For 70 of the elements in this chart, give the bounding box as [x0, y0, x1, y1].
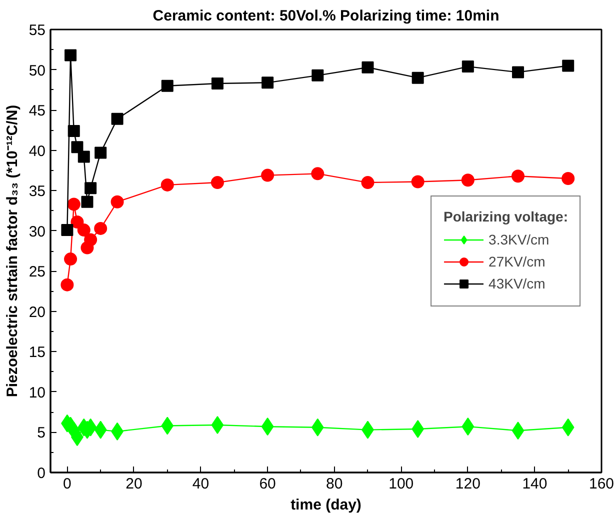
legend-label: 43KV/cm [488, 275, 546, 291]
point [261, 168, 274, 182]
point [361, 176, 374, 190]
point [110, 195, 124, 208]
point [262, 76, 274, 89]
point [512, 66, 524, 78]
point [562, 60, 574, 72]
x-axis-title: time (day) [290, 496, 362, 514]
point [64, 49, 77, 62]
point [312, 69, 324, 82]
point [411, 175, 424, 188]
x-tick-label: 120 [455, 476, 480, 492]
point [261, 418, 274, 436]
point [161, 80, 174, 92]
point [311, 167, 324, 180]
y-tick-label: 20 [28, 304, 46, 321]
point [68, 124, 80, 137]
x-tick-label: 60 [259, 476, 276, 492]
y-tick-label: 30 [28, 223, 46, 240]
legend-label: 3.3KV/cm [488, 231, 550, 247]
y-tick-label: 10 [28, 384, 46, 402]
point [71, 141, 84, 154]
y-tick-label: 35 [28, 183, 46, 200]
y-axis-title: Piezoelectric strtain factor d₃₃ (*10⁻¹²C/N) [4, 104, 21, 398]
x-tick-label: 100 [388, 476, 414, 492]
point [211, 416, 224, 434]
point [64, 252, 78, 266]
point [562, 418, 574, 436]
y-tick-label: 5 [37, 424, 46, 442]
chart-title: Ceramic content: 50Vol.% Polarizing time: 10min [152, 8, 500, 24]
y-tick-label: 25 [28, 264, 46, 281]
point [562, 172, 575, 185]
point [77, 224, 90, 237]
point [94, 222, 108, 235]
point [111, 112, 124, 125]
y-tick-label: 15 [28, 344, 46, 362]
x-tick-label: 140 [522, 476, 548, 492]
point [160, 178, 174, 192]
point [412, 72, 424, 84]
point [512, 170, 525, 183]
legend-title: Polarizing voltage: [444, 208, 568, 224]
point [161, 416, 174, 435]
x-tick-label: 20 [126, 476, 142, 492]
legend-label: 27KV/cm [488, 253, 546, 269]
point [362, 61, 374, 74]
point [512, 422, 524, 440]
point [94, 146, 107, 159]
y-tick-label: 45 [28, 102, 46, 120]
point [210, 176, 224, 190]
point [84, 182, 97, 194]
y-tick-label: 50 [28, 62, 46, 80]
x-tick-label: 40 [192, 476, 210, 492]
x-tick-label: 80 [326, 476, 343, 492]
point [461, 174, 474, 187]
point [462, 418, 474, 436]
y-tick-label: 40 [28, 142, 46, 160]
y-tick-label: 0 [37, 465, 46, 482]
point [84, 233, 98, 246]
point [60, 278, 74, 292]
point [61, 224, 74, 236]
point [67, 198, 80, 211]
point [311, 418, 324, 436]
point [81, 196, 94, 208]
point [211, 77, 224, 90]
y-tick-label: 55 [28, 22, 46, 39]
x-tick-label: 160 [588, 476, 614, 492]
point [94, 420, 107, 439]
x-tick-label: 0 [63, 476, 72, 492]
point [78, 150, 90, 163]
point [462, 60, 474, 73]
